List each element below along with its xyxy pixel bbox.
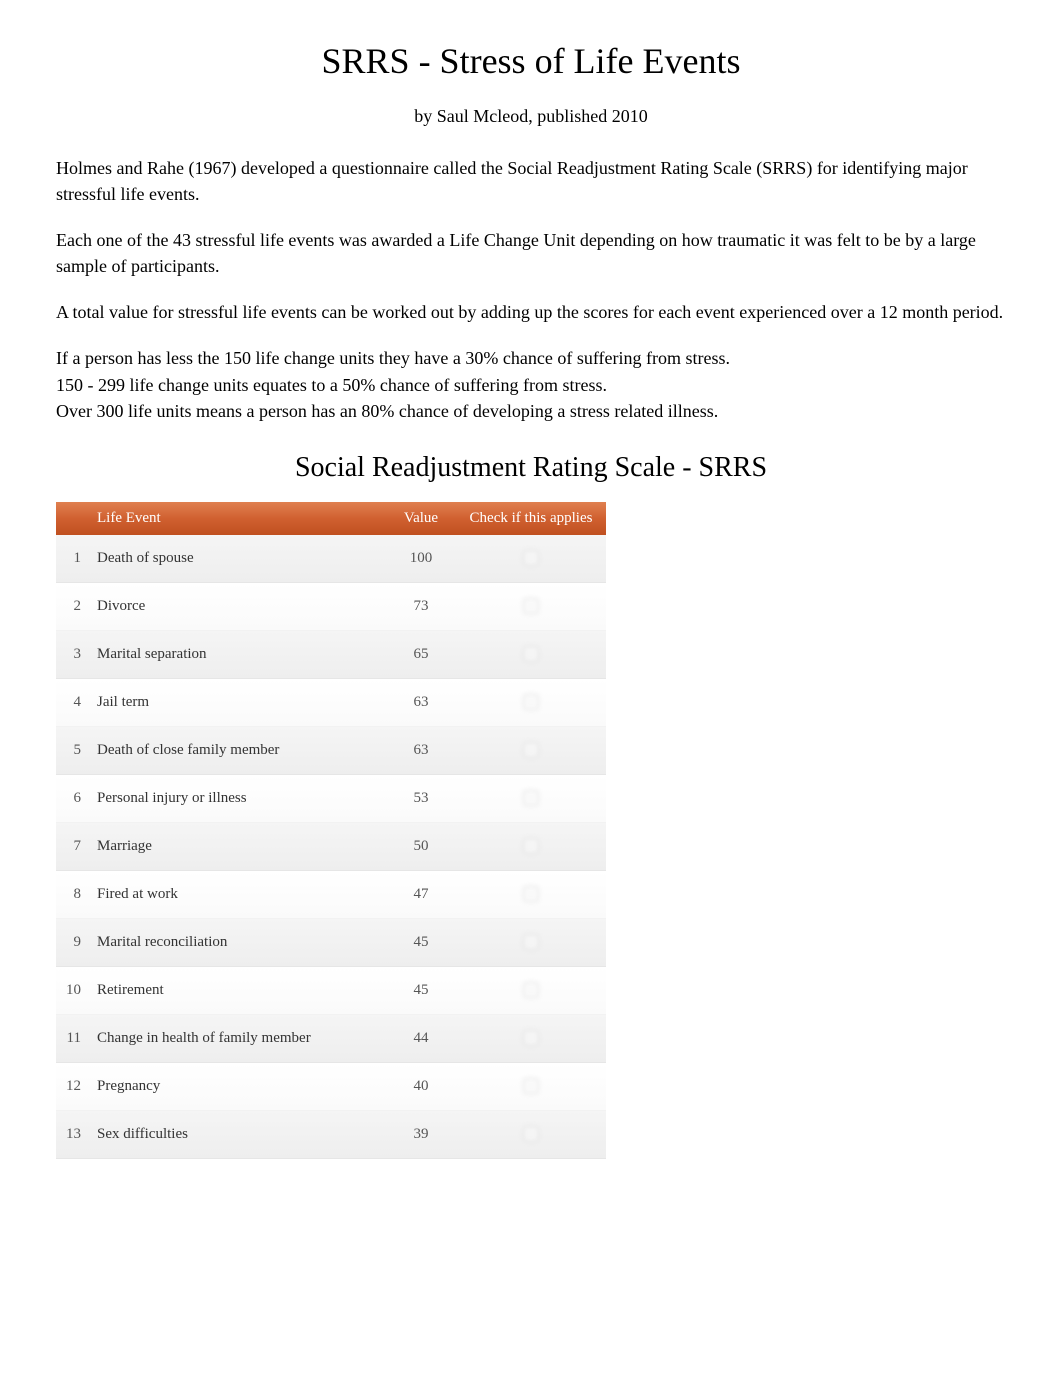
life-event-value: 39 [386, 1111, 456, 1159]
life-event-label: Retirement [87, 967, 386, 1015]
life-event-value: 53 [386, 775, 456, 823]
life-event-value: 63 [386, 727, 456, 775]
checkbox[interactable] [523, 982, 539, 998]
check-cell [456, 1063, 606, 1111]
intro-paragraph: Each one of the 43 stressful life events… [56, 227, 1006, 279]
life-event-label: Death of spouse [87, 535, 386, 583]
check-cell [456, 871, 606, 919]
life-event-label: Pregnancy [87, 1063, 386, 1111]
col-header-event: Life Event [87, 502, 386, 535]
row-number: 5 [56, 727, 87, 775]
table-row: 11Change in health of family member44 [56, 1015, 606, 1063]
row-number: 1 [56, 535, 87, 583]
check-cell [456, 727, 606, 775]
table-row: 13Sex difficulties39 [56, 1111, 606, 1159]
checkbox[interactable] [523, 886, 539, 902]
life-event-label: Divorce [87, 583, 386, 631]
table-row: 12Pregnancy40 [56, 1063, 606, 1111]
checkbox[interactable] [523, 646, 539, 662]
check-cell [456, 919, 606, 967]
table-row: 1Death of spouse100 [56, 535, 606, 583]
life-event-value: 47 [386, 871, 456, 919]
checkbox[interactable] [523, 1078, 539, 1094]
table-row: 5Death of close family member63 [56, 727, 606, 775]
checkbox[interactable] [523, 838, 539, 854]
life-event-label: Fired at work [87, 871, 386, 919]
row-number: 9 [56, 919, 87, 967]
checkbox[interactable] [523, 694, 539, 710]
life-event-label: Marital reconciliation [87, 919, 386, 967]
row-number: 11 [56, 1015, 87, 1063]
intro-paragraph: Holmes and Rahe (1967) developed a quest… [56, 155, 1006, 207]
row-number: 13 [56, 1111, 87, 1159]
check-cell [456, 1111, 606, 1159]
intro-paragraph: A total value for stressful life events … [56, 299, 1006, 325]
table-row: 7Marriage50 [56, 823, 606, 871]
life-event-value: 45 [386, 967, 456, 1015]
table-row: 9Marital reconciliation45 [56, 919, 606, 967]
checkbox[interactable] [523, 790, 539, 806]
byline: by Saul Mcleod, published 2010 [56, 106, 1006, 127]
life-event-value: 65 [386, 631, 456, 679]
table-header-row: Life Event Value Check if this applies [56, 502, 606, 535]
table-row: 4Jail term63 [56, 679, 606, 727]
srrs-table: Life Event Value Check if this applies 1… [56, 502, 606, 1159]
check-cell [456, 631, 606, 679]
life-event-label: Change in health of family member [87, 1015, 386, 1063]
life-event-label: Sex difficulties [87, 1111, 386, 1159]
row-number: 8 [56, 871, 87, 919]
life-event-label: Marriage [87, 823, 386, 871]
checkbox[interactable] [523, 550, 539, 566]
checkbox[interactable] [523, 1126, 539, 1142]
life-event-label: Marital separation [87, 631, 386, 679]
life-event-label: Personal injury or illness [87, 775, 386, 823]
row-number: 10 [56, 967, 87, 1015]
check-cell [456, 535, 606, 583]
intro-paragraph: If a person has less the 150 life change… [56, 345, 1006, 423]
check-cell [456, 775, 606, 823]
life-event-label: Death of close family member [87, 727, 386, 775]
table-row: 3Marital separation65 [56, 631, 606, 679]
row-number: 2 [56, 583, 87, 631]
life-event-value: 73 [386, 583, 456, 631]
table-row: 8Fired at work47 [56, 871, 606, 919]
row-number: 3 [56, 631, 87, 679]
check-cell [456, 679, 606, 727]
page-title: SRRS - Stress of Life Events [56, 40, 1006, 82]
life-event-value: 40 [386, 1063, 456, 1111]
life-event-value: 50 [386, 823, 456, 871]
life-event-value: 63 [386, 679, 456, 727]
check-cell [456, 967, 606, 1015]
life-event-value: 44 [386, 1015, 456, 1063]
row-number: 6 [56, 775, 87, 823]
col-header-check: Check if this applies [456, 502, 606, 535]
col-header-value: Value [386, 502, 456, 535]
life-event-label: Jail term [87, 679, 386, 727]
row-number: 12 [56, 1063, 87, 1111]
row-number: 7 [56, 823, 87, 871]
check-cell [456, 583, 606, 631]
checkbox[interactable] [523, 1030, 539, 1046]
checkbox[interactable] [523, 598, 539, 614]
row-number: 4 [56, 679, 87, 727]
life-event-value: 45 [386, 919, 456, 967]
checkbox[interactable] [523, 742, 539, 758]
table-row: 10Retirement45 [56, 967, 606, 1015]
checkbox[interactable] [523, 934, 539, 950]
col-header-num [56, 502, 87, 535]
check-cell [456, 823, 606, 871]
table-heading: Social Readjustment Rating Scale - SRRS [56, 452, 1006, 484]
life-event-value: 100 [386, 535, 456, 583]
table-row: 6Personal injury or illness53 [56, 775, 606, 823]
check-cell [456, 1015, 606, 1063]
table-row: 2Divorce73 [56, 583, 606, 631]
